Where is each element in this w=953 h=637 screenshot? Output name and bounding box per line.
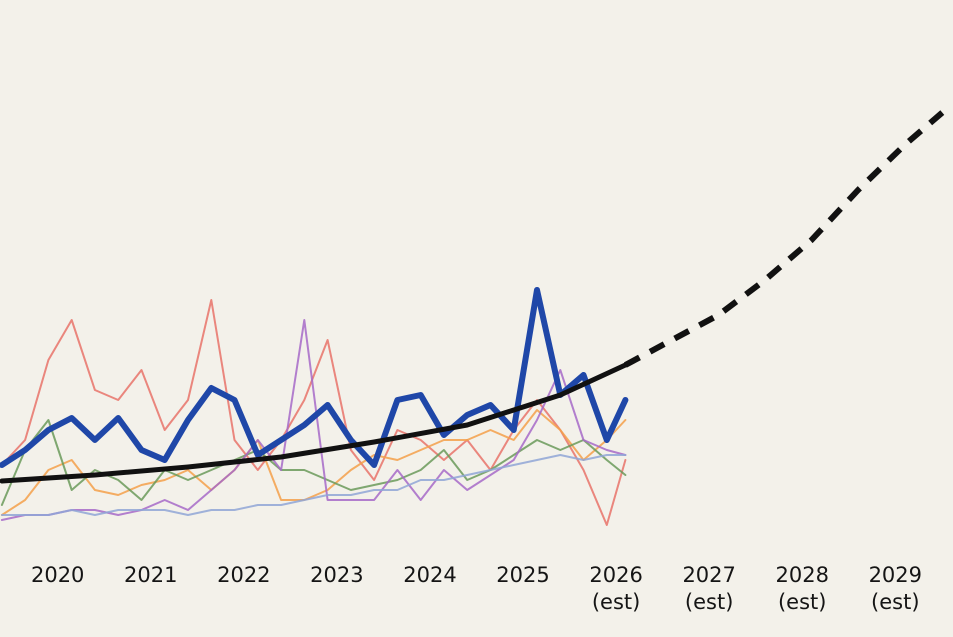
estimate-label: (est): [685, 590, 733, 614]
x-tick-label: 2024: [403, 563, 456, 587]
series-line: [0, 362, 628, 484]
x-tick-label: 2028: [776, 563, 829, 587]
estimate-label: (est): [778, 590, 826, 614]
x-tick-label: 2021: [124, 563, 177, 587]
series-line: [623, 102, 953, 368]
x-tick-label: 2027: [682, 563, 735, 587]
estimate-label: (est): [871, 590, 919, 614]
x-tick-label: 2023: [310, 563, 363, 587]
x-tick-label: 2022: [217, 563, 270, 587]
series-line: [0, 454, 627, 516]
x-tick-label: 2029: [869, 563, 922, 587]
x-tick-label: 2025: [496, 563, 549, 587]
x-tick-label: 2020: [31, 563, 84, 587]
series-line: [0, 299, 627, 526]
x-tick-label: 2026: [589, 563, 642, 587]
estimate-label: (est): [592, 590, 640, 614]
series-line: [0, 409, 627, 516]
series-line: [0, 287, 629, 468]
